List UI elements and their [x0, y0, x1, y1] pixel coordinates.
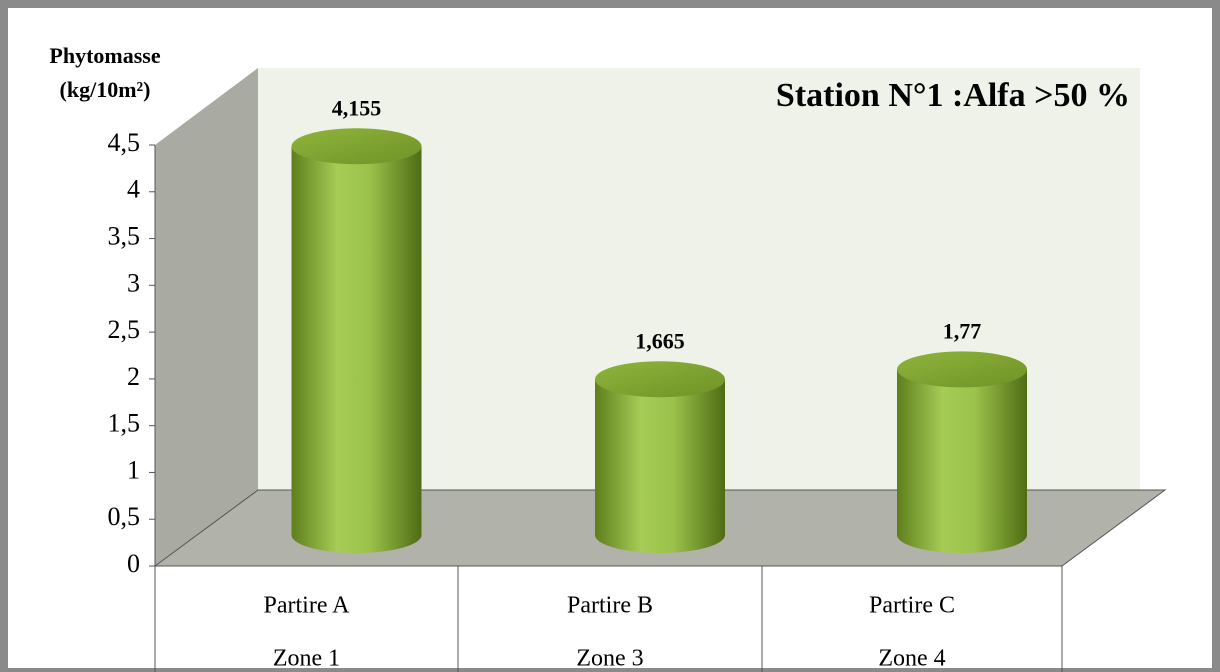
bar-top: [291, 128, 422, 165]
y-tick-label: 2,5: [108, 315, 141, 344]
x-tick-sublabel: Zone 3: [576, 646, 643, 672]
side-wall: [155, 68, 258, 566]
y-tick-label: 0,5: [108, 502, 141, 531]
chart-title: Station N°1 :Alfa >50 %: [776, 77, 1130, 114]
bar-top: [897, 351, 1027, 388]
bar-body: [595, 379, 725, 553]
bar-top: [595, 361, 725, 398]
y-tick-label: 3: [127, 268, 140, 297]
y-tick-label: 3,5: [108, 222, 141, 251]
data-label: 4,155: [332, 95, 382, 120]
x-tick-sublabel: Zone 1: [273, 646, 340, 672]
y-tick-label: 4,5: [108, 128, 141, 157]
bar: [595, 361, 725, 553]
y-axis-label: Phytomasse: [49, 43, 160, 68]
bar-body: [291, 146, 422, 553]
bar-body: [897, 369, 1027, 553]
y-tick-label: 1,5: [108, 409, 141, 438]
x-tick-label: Partire C: [869, 593, 955, 619]
y-tick-label: 1: [127, 455, 140, 484]
x-tick-label: Partire A: [264, 593, 351, 619]
y-tick-label: 2: [127, 362, 140, 391]
x-tick-label: Partire B: [567, 593, 653, 619]
bar: [291, 128, 422, 553]
y-tick-label: 4: [127, 175, 140, 204]
x-tick-sublabel: Zone 4: [878, 646, 945, 672]
data-label: 1,77: [943, 318, 982, 343]
y-tick-label: 0: [127, 549, 140, 578]
y-axis-label: (kg/10m²): [60, 77, 151, 102]
data-label: 1,665: [635, 328, 685, 353]
bar: [897, 351, 1027, 553]
